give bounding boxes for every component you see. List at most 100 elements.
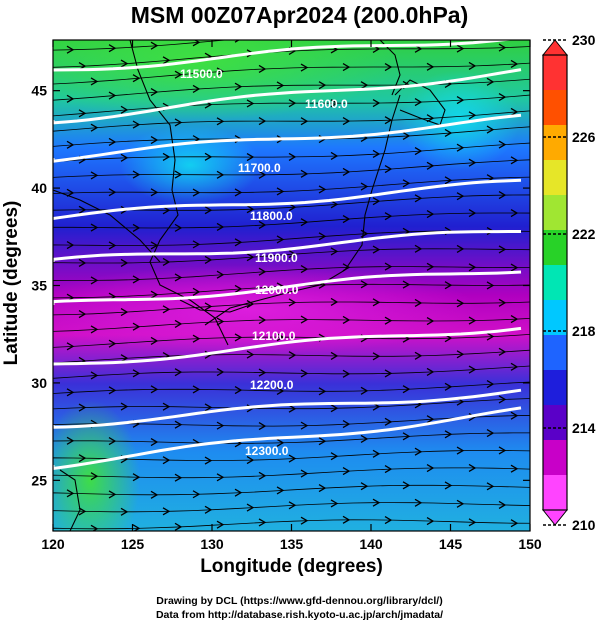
wind-arrowhead [456, 96, 465, 105]
wind-arrowhead [216, 421, 225, 430]
wind-arrowhead [361, 28, 367, 35]
wind-arrowhead [402, 131, 411, 140]
wind-arrowhead [120, 258, 129, 267]
wind-arrowhead [444, 382, 453, 391]
wind-arrowhead [426, 415, 435, 424]
wind-arrowhead [510, 107, 519, 116]
wind-arrowhead [150, 135, 159, 145]
x-tick-label: 145 [439, 536, 463, 552]
wind-arrowhead [444, 281, 453, 290]
wind-arrowhead [414, 298, 423, 308]
wind-arrowhead [258, 220, 267, 230]
wind-arrowhead [288, 454, 297, 463]
wind-arrowhead [468, 158, 477, 167]
wind-arrowhead [486, 332, 495, 341]
height-contour [53, 40, 514, 72]
contour-label: 12100.0 [252, 329, 296, 343]
colorbar-segment [543, 125, 567, 161]
wind-arrowhead [300, 265, 309, 274]
wind-arrowhead [258, 64, 267, 74]
wind-arrowhead [486, 77, 495, 86]
wind-arrowhead [300, 369, 309, 378]
wind-arrowhead [342, 117, 351, 126]
wind-arrowhead [258, 315, 267, 325]
wind-arrowhead [426, 463, 435, 473]
wind-arrowhead [414, 498, 423, 507]
streamline [53, 398, 530, 410]
colorbar-tick-label: 218 [572, 323, 596, 339]
footer-credits: Drawing by DCL (https://www.gfd-dennou.o… [0, 594, 599, 622]
height-contour [53, 326, 522, 366]
wind-arrowhead [318, 81, 327, 90]
wind-arrowhead [342, 420, 351, 429]
wind-arrowhead [498, 298, 507, 307]
wind-arrowhead [372, 98, 381, 108]
wind-arrowhead [174, 319, 183, 328]
wind-arrowhead [510, 362, 519, 371]
wind-arrowhead [162, 206, 171, 215]
wind-arrowhead [468, 209, 477, 218]
wind-arrowhead [108, 188, 117, 197]
wind-arrowhead [318, 437, 327, 446]
wind-arrowhead [510, 59, 519, 69]
wind-arrowhead [66, 436, 75, 445]
wind-arrowhead [120, 354, 129, 363]
contour-label: 12000.0 [255, 283, 299, 297]
wind-arrowhead [162, 456, 171, 465]
y-axis-label: Latitude (degrees) [1, 200, 22, 366]
wind-arrowhead [384, 369, 393, 378]
wind-arrowhead [498, 347, 507, 356]
wind-arrowhead [174, 522, 183, 531]
wind-arrowhead [288, 351, 297, 360]
wind-arrowhead [318, 185, 327, 194]
wind-arrowhead [120, 402, 129, 411]
wind-arrowhead [162, 152, 171, 161]
wind-arrowhead [78, 205, 87, 214]
colorbar-segment [543, 195, 567, 231]
wind-arrowhead [372, 149, 381, 159]
wind-arrowhead [246, 503, 255, 512]
wind-arrowhead [456, 44, 465, 53]
wind-arrowhead [216, 367, 225, 377]
wind-arrowhead [402, 179, 411, 188]
wind-arrowhead [120, 153, 129, 162]
wind-arrowhead [162, 305, 171, 314]
wind-arrowhead [498, 395, 507, 404]
wind-arrowhead [150, 290, 159, 299]
height-contours: 11500.0 11600.0 11700.0 11800.0 11900.0 12000… [53, 40, 522, 471]
wind-arrowhead [342, 515, 351, 524]
wind-arrowhead [426, 517, 435, 526]
colorbar-segment [543, 300, 567, 336]
wind-arrowhead [192, 287, 201, 296]
wind-arrowhead [360, 182, 369, 191]
x-tick-label: 135 [280, 536, 304, 552]
wind-arrowhead [66, 241, 75, 250]
wind-arrowhead [90, 171, 99, 180]
wind-arrowhead [66, 489, 75, 498]
colorbar-segment [543, 475, 567, 511]
wind-arrowhead [90, 276, 99, 285]
wind-arrowhead [330, 247, 339, 256]
wind-arrowhead [487, 27, 493, 34]
streamline [53, 467, 530, 479]
wind-arrowhead [174, 70, 183, 79]
wind-arrowhead [402, 280, 411, 289]
wind-arrowhead [78, 507, 87, 516]
wind-arrowhead [414, 351, 423, 360]
wind-arrowhead [108, 91, 117, 100]
wind-arrowhead [246, 456, 255, 465]
wind-arrowhead [372, 449, 381, 458]
wind-arrowhead [360, 229, 369, 238]
wind-arrowhead [276, 81, 285, 90]
wind-arrowhead [342, 369, 351, 378]
wind-arrowhead [300, 315, 309, 324]
contour-label: 11800.0 [250, 209, 293, 223]
wind-arrowhead [384, 62, 393, 72]
wind-arrowhead [319, 29, 325, 36]
streamline [53, 142, 530, 163]
wind-arrowhead [78, 109, 87, 118]
footer-line-1: Drawing by DCL (https://www.gfd-dennou.o… [156, 595, 443, 607]
magenta-jet-core [53, 265, 480, 355]
wind-arrowhead [444, 430, 453, 439]
